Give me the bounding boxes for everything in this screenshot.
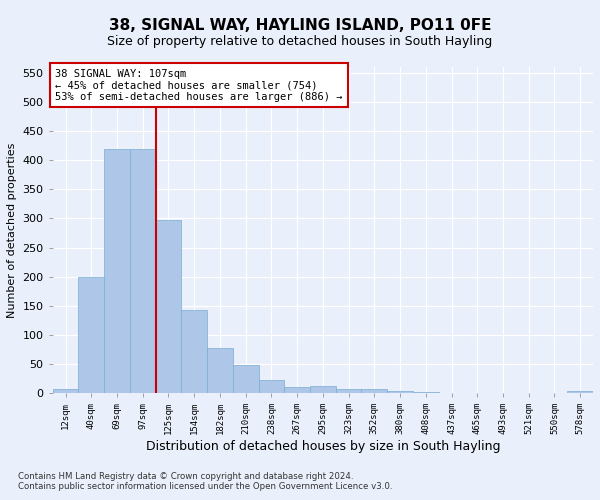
Bar	[284, 388, 310, 393]
Bar	[53, 388, 79, 393]
Bar	[181, 310, 207, 393]
Bar	[79, 276, 104, 393]
X-axis label: Distribution of detached houses by size in South Hayling: Distribution of detached houses by size …	[146, 440, 500, 453]
Bar	[310, 386, 336, 393]
Bar	[259, 380, 284, 393]
Text: Contains public sector information licensed under the Open Government Licence v3: Contains public sector information licen…	[18, 482, 392, 491]
Bar	[464, 392, 490, 393]
Bar	[207, 348, 233, 393]
Bar	[568, 392, 593, 393]
Text: Contains HM Land Registry data © Crown copyright and database right 2024.: Contains HM Land Registry data © Crown c…	[18, 472, 353, 481]
Bar	[387, 392, 413, 393]
Bar	[413, 392, 439, 393]
Text: 38 SIGNAL WAY: 107sqm
← 45% of detached houses are smaller (754)
53% of semi-det: 38 SIGNAL WAY: 107sqm ← 45% of detached …	[55, 68, 343, 102]
Bar	[439, 392, 464, 393]
Bar	[155, 220, 181, 393]
Bar	[336, 388, 361, 393]
Bar	[130, 148, 155, 393]
Bar	[233, 366, 259, 393]
Y-axis label: Number of detached properties: Number of detached properties	[7, 142, 17, 318]
Bar	[104, 148, 130, 393]
Bar	[361, 388, 387, 393]
Text: 38, SIGNAL WAY, HAYLING ISLAND, PO11 0FE: 38, SIGNAL WAY, HAYLING ISLAND, PO11 0FE	[109, 18, 491, 32]
Text: Size of property relative to detached houses in South Hayling: Size of property relative to detached ho…	[107, 35, 493, 48]
